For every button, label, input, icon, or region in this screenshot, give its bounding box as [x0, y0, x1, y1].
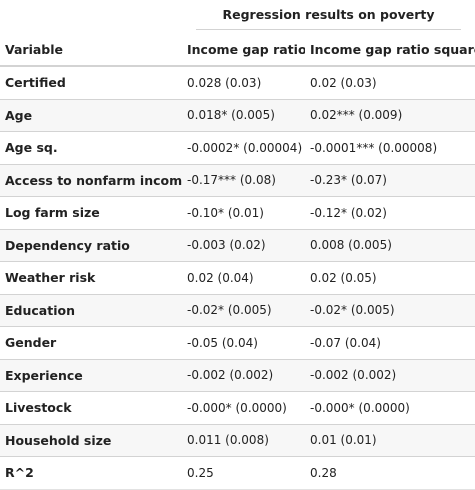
spanner-row: Regression results on poverty	[0, 0, 475, 33]
income-gap-ratio-square-cell: -0.002 (0.002)	[305, 359, 475, 392]
income-gap-ratio-cell: -0.000* (0.0000)	[182, 391, 305, 425]
table-row: R^2 0.25 0.28	[0, 456, 475, 490]
table-row: Livestock -0.000* (0.0000) -0.000* (0.00…	[0, 391, 475, 425]
variable-cell: Education	[0, 294, 182, 327]
spanner-empty-cell	[0, 0, 182, 33]
table-row: Gender -0.05 (0.04) -0.07 (0.04)	[0, 326, 475, 360]
table-row: Log farm size -0.10* (0.01) -0.12* (0.02…	[0, 196, 475, 230]
table-row: Household size 0.011 (0.008) 0.01 (0.01)	[0, 424, 475, 457]
income-gap-ratio-square-cell: -0.000* (0.0000)	[305, 391, 475, 425]
income-gap-ratio-cell: 0.018* (0.005)	[182, 99, 305, 132]
table-row: Weather risk 0.02 (0.04) 0.02 (0.05)	[0, 261, 475, 295]
income-gap-ratio-cell: 0.011 (0.008)	[182, 424, 305, 457]
income-gap-ratio-cell: -0.02* (0.005)	[182, 294, 305, 327]
income-gap-ratio-square-cell: -0.07 (0.04)	[305, 326, 475, 360]
table-body: Certified 0.028 (0.03) 0.02 (0.03) Age 0…	[0, 66, 475, 490]
income-gap-ratio-cell: -0.003 (0.02)	[182, 229, 305, 262]
column-header-row: Variable Income gap ratio Income gap rat…	[0, 33, 475, 67]
column-header-income-gap-ratio: Income gap ratio	[182, 33, 305, 67]
variable-cell: Livestock	[0, 391, 182, 425]
variable-cell: Log farm size	[0, 196, 182, 230]
income-gap-ratio-cell: 0.028 (0.03)	[182, 66, 305, 100]
variable-cell: Certified	[0, 66, 182, 100]
variable-cell: Experience	[0, 359, 182, 392]
income-gap-ratio-square-cell: -0.12* (0.02)	[305, 196, 475, 230]
income-gap-ratio-square-cell: 0.008 (0.005)	[305, 229, 475, 262]
income-gap-ratio-cell: -0.05 (0.04)	[182, 326, 305, 360]
table-row: Access to nonfarm income -0.17*** (0.08)…	[0, 164, 475, 197]
income-gap-ratio-square-cell: 0.02 (0.05)	[305, 261, 475, 295]
income-gap-ratio-cell: -0.17*** (0.08)	[182, 164, 305, 197]
income-gap-ratio-cell: -0.002 (0.002)	[182, 359, 305, 392]
variable-cell: Household size	[0, 424, 182, 457]
income-gap-ratio-square-cell: 0.02 (0.03)	[305, 66, 475, 100]
income-gap-ratio-square-cell: 0.02*** (0.009)	[305, 99, 475, 132]
table-row: Dependency ratio -0.003 (0.02) 0.008 (0.…	[0, 229, 475, 262]
spanner-header: Regression results on poverty	[182, 0, 475, 33]
column-header-income-gap-ratio-square: Income gap ratio square	[305, 33, 475, 67]
income-gap-ratio-square-cell: 0.01 (0.01)	[305, 424, 475, 457]
income-gap-ratio-cell: 0.25	[182, 456, 305, 490]
column-header-variable: Variable	[0, 33, 182, 67]
variable-cell: Age sq.	[0, 131, 182, 165]
variable-cell: Access to nonfarm income	[0, 164, 182, 197]
variable-cell: Gender	[0, 326, 182, 360]
table-row: Certified 0.028 (0.03) 0.02 (0.03)	[0, 66, 475, 100]
variable-cell: Weather risk	[0, 261, 182, 295]
income-gap-ratio-cell: 0.02 (0.04)	[182, 261, 305, 295]
variable-cell: Dependency ratio	[0, 229, 182, 262]
variable-cell: Age	[0, 99, 182, 132]
income-gap-ratio-square-cell: -0.0001*** (0.00008)	[305, 131, 475, 165]
table-row: Age sq. -0.0002* (0.00004) -0.0001*** (0…	[0, 131, 475, 165]
table-row: Age 0.018* (0.005) 0.02*** (0.009)	[0, 99, 475, 132]
variable-cell: R^2	[0, 456, 182, 490]
income-gap-ratio-cell: -0.10* (0.01)	[182, 196, 305, 230]
table-header: Regression results on poverty Variable I…	[0, 0, 475, 67]
table-row: Education -0.02* (0.005) -0.02* (0.005)	[0, 294, 475, 327]
income-gap-ratio-square-cell: -0.23* (0.07)	[305, 164, 475, 197]
income-gap-ratio-square-cell: 0.28	[305, 456, 475, 490]
spanner-label: Regression results on poverty	[196, 7, 461, 30]
income-gap-ratio-cell: -0.0002* (0.00004)	[182, 131, 305, 165]
income-gap-ratio-square-cell: -0.02* (0.005)	[305, 294, 475, 327]
table-row: Experience -0.002 (0.002) -0.002 (0.002)	[0, 359, 475, 392]
